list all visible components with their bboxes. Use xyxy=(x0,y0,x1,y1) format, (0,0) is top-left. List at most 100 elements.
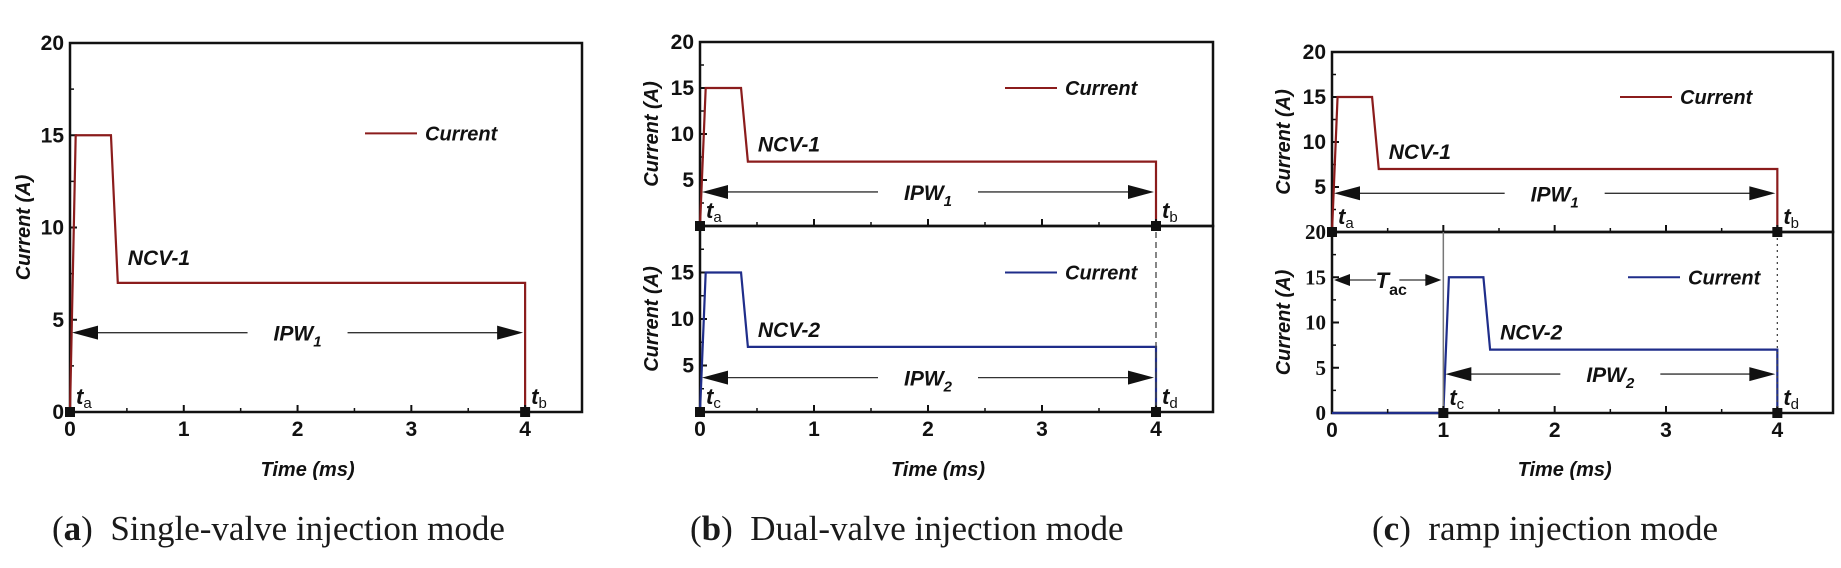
x-tick-label: 1 xyxy=(1437,419,1449,442)
pulse-width-label-main: IPW xyxy=(904,368,946,391)
y-tick-label: 5 xyxy=(1314,176,1326,199)
y-tick-label: 20 xyxy=(41,32,64,55)
arrow-head-left xyxy=(1445,367,1472,382)
y-axis-title: Current (A) xyxy=(1273,89,1295,195)
time-marker-label-subscript: c xyxy=(1457,396,1465,413)
y-tick-label: 20 xyxy=(1305,220,1326,244)
time-marker-label: tb xyxy=(1162,198,1178,226)
y-axis-title: Current (A) xyxy=(1273,269,1295,375)
y-tick-label: 10 xyxy=(671,308,694,331)
time-marker-label-main: t xyxy=(1162,198,1171,223)
y-tick-label: 20 xyxy=(1303,41,1326,64)
pulse-width-label: IPW2 xyxy=(904,368,953,396)
arrow-head-left xyxy=(702,184,728,199)
pulse-width-label-main: IPW xyxy=(274,323,316,346)
pulse-width-label: IPW1 xyxy=(1531,183,1579,211)
x-tick-label: 1 xyxy=(808,418,820,441)
x-tick-label: 1 xyxy=(178,418,190,441)
time-marker-label: tc xyxy=(1449,385,1464,413)
panel-caption: (c) ramp injection mode xyxy=(1372,509,1718,548)
panel-caption: (b) Dual-valve injection mode xyxy=(690,509,1124,548)
caption-text: Single-valve injection mode xyxy=(110,509,505,548)
time-marker-label-subscript: a xyxy=(83,395,92,412)
time-marker-label-main: t xyxy=(1783,385,1792,410)
legend-label: Current xyxy=(1680,87,1754,109)
plot-frame xyxy=(68,41,584,414)
x-tick-label: 4 xyxy=(1771,419,1783,442)
x-tick-label: 3 xyxy=(405,418,417,441)
pulse-width-label: IPW1 xyxy=(274,323,322,351)
time-marker-label-main: t xyxy=(1162,384,1171,409)
legend-label: Current xyxy=(1688,267,1762,289)
arrow-head-left xyxy=(1334,186,1360,201)
time-marker xyxy=(65,407,75,417)
y-tick-label: 15 xyxy=(671,262,695,285)
legend-label: Current xyxy=(425,123,499,145)
time-marker-label-main: t xyxy=(706,198,715,223)
time-marker-label-main: t xyxy=(76,384,85,409)
nozzle-label: NCV-1 xyxy=(758,134,820,157)
pulse-width-label-subscript: 1 xyxy=(1570,194,1578,211)
pulse-width-label-main: IPW xyxy=(1531,183,1573,206)
arrow-head-right xyxy=(1128,184,1154,199)
x-tick-label: 0 xyxy=(64,418,76,441)
time-marker-label: tb xyxy=(531,384,547,412)
y-tick-label: 10 xyxy=(41,217,64,240)
arrow-head-right xyxy=(1749,186,1776,201)
time-marker-label-subscript: b xyxy=(1169,209,1177,226)
x-tick-label: 2 xyxy=(922,418,934,441)
caption-paren: ) xyxy=(721,509,750,548)
time-marker-label-main: t xyxy=(1338,204,1347,229)
caption-letter: a xyxy=(64,509,82,548)
pulse-width-label-main: IPW xyxy=(1586,364,1628,387)
x-axis-title: Time (ms) xyxy=(261,459,355,481)
time-marker-label: tc xyxy=(706,384,721,412)
time-marker-label-main: t xyxy=(706,384,715,409)
y-axis-title: Current (A) xyxy=(641,81,663,187)
time-marker-label: td xyxy=(1162,384,1178,412)
time-marker-label-subscript: a xyxy=(713,209,722,226)
nozzle-label: NCV-2 xyxy=(758,319,821,342)
arrow-head-right xyxy=(1749,367,1776,382)
time-marker-label: ta xyxy=(706,198,722,226)
caption-letter: c xyxy=(1384,509,1400,548)
delay-label-subscript: ac xyxy=(1389,282,1407,299)
y-tick-label: 15 xyxy=(1303,86,1327,109)
arrow-head-left xyxy=(702,370,728,385)
pulse-width-label-subscript: 1 xyxy=(944,193,952,210)
plot-frame xyxy=(1330,230,1835,415)
x-tick-label: 3 xyxy=(1660,419,1672,442)
pulse-width-label-subscript: 2 xyxy=(943,379,953,396)
nozzle-label: NCV-2 xyxy=(1500,322,1563,345)
y-tick-label: 15 xyxy=(671,77,695,100)
arrow-head-right xyxy=(1128,370,1154,385)
y-tick-label: 10 xyxy=(1305,311,1326,335)
x-tick-label: 4 xyxy=(1150,418,1162,441)
y-tick-label: 10 xyxy=(1303,131,1326,154)
y-tick-label: 5 xyxy=(1316,356,1327,380)
time-marker-label-subscript: b xyxy=(1791,215,1799,232)
time-marker-label-subscript: c xyxy=(713,395,721,412)
delay-label-main: T xyxy=(1376,268,1391,293)
x-tick-label: 0 xyxy=(1326,419,1338,442)
pulse-width-label: IPW1 xyxy=(904,182,952,210)
arrow-head-right xyxy=(1425,273,1442,286)
x-tick-label: 0 xyxy=(694,418,706,441)
caption-letter: b xyxy=(702,509,721,548)
series-line-current xyxy=(698,271,1158,413)
time-marker-label-main: t xyxy=(531,384,540,409)
x-axis-title: Time (ms) xyxy=(891,459,985,481)
y-tick-label: 0 xyxy=(52,401,64,424)
caption-paren: ) xyxy=(81,509,110,548)
y-axis-title: Current (A) xyxy=(641,266,663,372)
y-tick-label: 0 xyxy=(1316,401,1327,425)
time-marker-label-subscript: a xyxy=(1345,215,1354,232)
time-marker-label-main: t xyxy=(1449,385,1458,410)
y-tick-label: 5 xyxy=(682,355,694,378)
y-tick-label: 10 xyxy=(671,123,694,146)
